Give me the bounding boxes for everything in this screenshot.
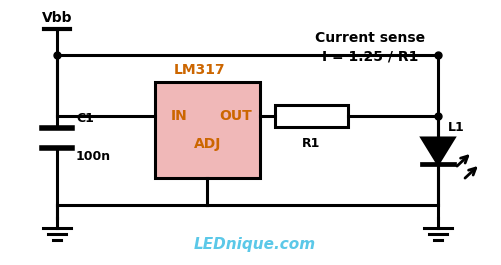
Text: IN: IN — [171, 109, 187, 123]
Text: Vbb: Vbb — [42, 11, 73, 25]
Text: L1: L1 — [448, 121, 465, 134]
Text: C1: C1 — [76, 112, 94, 125]
Polygon shape — [422, 138, 454, 164]
Text: LM317: LM317 — [174, 63, 225, 77]
Text: OUT: OUT — [219, 109, 253, 123]
Text: R1: R1 — [302, 137, 321, 150]
Text: Current sense: Current sense — [315, 31, 425, 45]
Text: ADJ: ADJ — [194, 137, 221, 151]
Text: LEDnique.com: LEDnique.com — [194, 237, 316, 253]
Text: 100n: 100n — [76, 149, 111, 162]
Text: I = 1.25 / R1: I = 1.25 / R1 — [322, 50, 418, 64]
Bar — [275, 105, 348, 127]
Bar — [155, 82, 260, 178]
